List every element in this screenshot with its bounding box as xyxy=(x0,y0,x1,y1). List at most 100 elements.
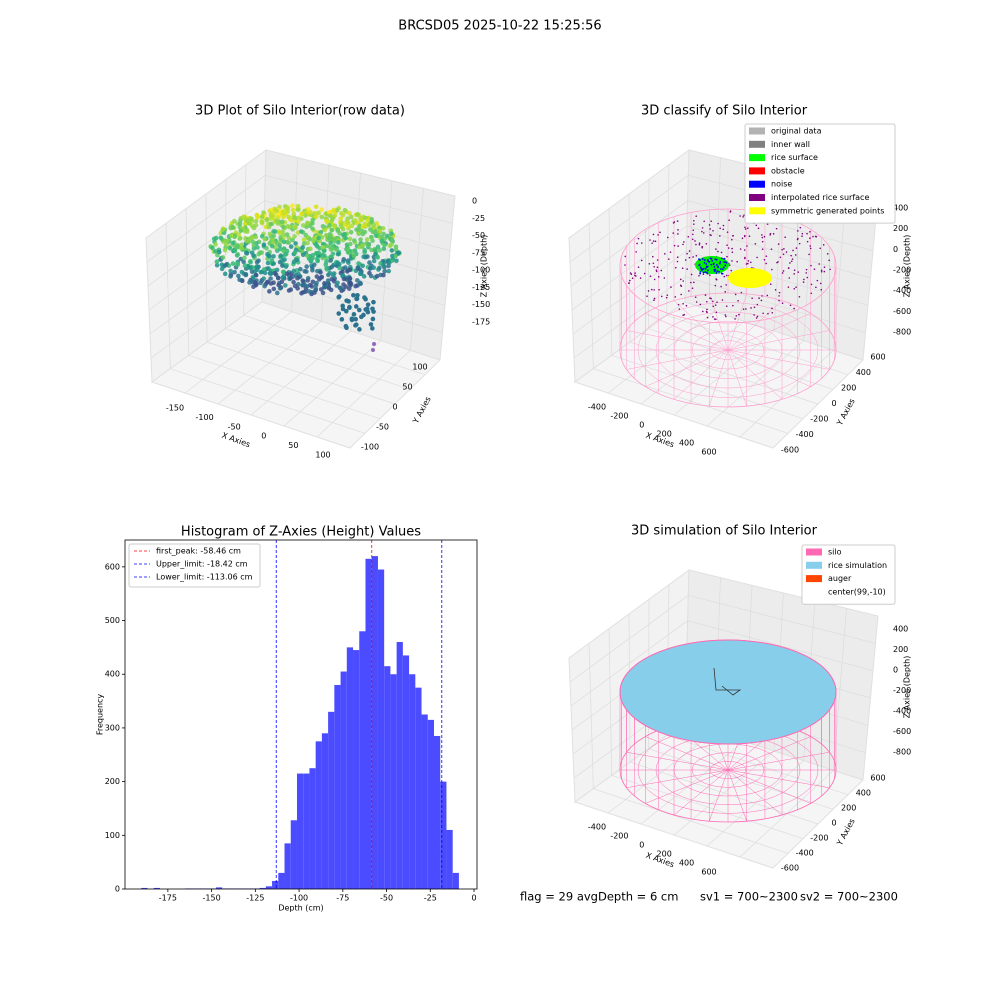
point-decor xyxy=(359,314,364,320)
point-decor xyxy=(382,242,387,248)
point-decor xyxy=(286,214,291,220)
point-decor xyxy=(352,248,358,253)
point-decor xyxy=(396,250,402,255)
z-tick-label: 0 xyxy=(472,197,477,206)
footer-sv1: sv1 = 700~2300 xyxy=(700,890,798,904)
silo-floor xyxy=(727,769,811,804)
point-decor xyxy=(711,259,714,262)
point-decor xyxy=(809,230,811,233)
point-decor xyxy=(676,260,679,263)
point-decor xyxy=(343,308,349,314)
point-decor xyxy=(777,261,779,263)
silo-floor xyxy=(727,349,811,387)
point-decor xyxy=(670,286,672,288)
point-decor xyxy=(756,256,758,259)
z-tick-label: -400 xyxy=(893,286,911,295)
point-decor xyxy=(688,290,690,292)
silo-floor xyxy=(626,769,729,789)
point-decor xyxy=(702,232,705,234)
y-tick-label: 600 xyxy=(870,774,885,783)
point-decor xyxy=(244,238,250,244)
point-decor xyxy=(274,248,280,253)
point-decor xyxy=(778,299,780,302)
point-decor xyxy=(715,278,717,280)
point-decor xyxy=(716,270,719,273)
point-decor xyxy=(304,253,310,258)
point-decor xyxy=(372,248,378,253)
point-decor xyxy=(653,278,656,281)
point-decor xyxy=(295,286,300,291)
point-decor xyxy=(267,289,272,294)
pane-grid xyxy=(570,200,874,287)
silo-floor xyxy=(626,349,729,370)
point-decor xyxy=(357,327,362,332)
legend-box xyxy=(744,123,896,224)
point-decor xyxy=(308,209,313,215)
point-decor xyxy=(665,296,668,299)
point-decor xyxy=(365,254,370,259)
point-decor xyxy=(389,231,394,237)
point-decor xyxy=(222,247,228,253)
region-decor xyxy=(728,268,772,288)
point-decor xyxy=(362,248,367,253)
point-decor xyxy=(698,263,701,266)
point-decor xyxy=(624,264,626,266)
point-decor xyxy=(251,242,257,248)
point-decor xyxy=(360,263,366,269)
z-tick-label: 200 xyxy=(893,645,908,654)
point-decor xyxy=(365,302,371,307)
z-tick-label: -400 xyxy=(893,707,911,716)
point-decor xyxy=(702,268,705,270)
point-decor xyxy=(637,266,640,268)
point-decor xyxy=(249,235,255,240)
point-decor xyxy=(338,223,344,228)
point-decor xyxy=(801,232,804,235)
silo-floor xyxy=(673,300,729,351)
point-decor xyxy=(354,296,359,302)
point-decor xyxy=(725,284,727,286)
point-decor xyxy=(714,258,717,261)
point-decor xyxy=(321,248,327,254)
point-decor xyxy=(729,210,732,212)
point-decor xyxy=(365,218,371,223)
point-decor xyxy=(674,266,677,269)
point-decor xyxy=(695,254,698,257)
point-decor xyxy=(763,235,766,238)
point-decor xyxy=(715,272,718,274)
z-tick-label: -200 xyxy=(893,686,911,695)
point-decor xyxy=(653,265,655,268)
point-decor xyxy=(293,225,298,231)
point-decor xyxy=(320,245,326,250)
x-tick-label: -150 xyxy=(203,894,221,903)
point-decor xyxy=(219,262,225,268)
point-decor xyxy=(732,304,734,307)
point-decor xyxy=(377,248,382,253)
legend-label: obstacle xyxy=(771,166,805,175)
point-decor xyxy=(810,283,813,286)
point-decor xyxy=(743,214,745,217)
bar xyxy=(259,887,266,889)
point-decor xyxy=(270,240,276,245)
point-decor xyxy=(265,279,271,285)
silo-floor xyxy=(645,736,729,771)
bar xyxy=(328,711,335,889)
point-decor xyxy=(271,233,276,239)
point-decor xyxy=(783,248,785,250)
point-decor xyxy=(242,263,248,268)
point-decor xyxy=(351,312,357,317)
point-decor xyxy=(705,263,708,265)
point-decor xyxy=(249,216,254,222)
point-decor xyxy=(705,310,708,313)
point-decor xyxy=(369,234,374,240)
point-decor xyxy=(701,269,703,272)
point-decor xyxy=(628,282,630,284)
point-decor xyxy=(278,237,284,242)
silo-floor xyxy=(626,751,729,771)
silo-floor xyxy=(709,349,729,407)
point-decor xyxy=(356,307,362,313)
point-decor xyxy=(366,222,372,228)
point-decor xyxy=(770,248,773,250)
point-decor xyxy=(756,303,759,306)
point-decor xyxy=(286,288,292,293)
point-decor xyxy=(346,220,351,225)
